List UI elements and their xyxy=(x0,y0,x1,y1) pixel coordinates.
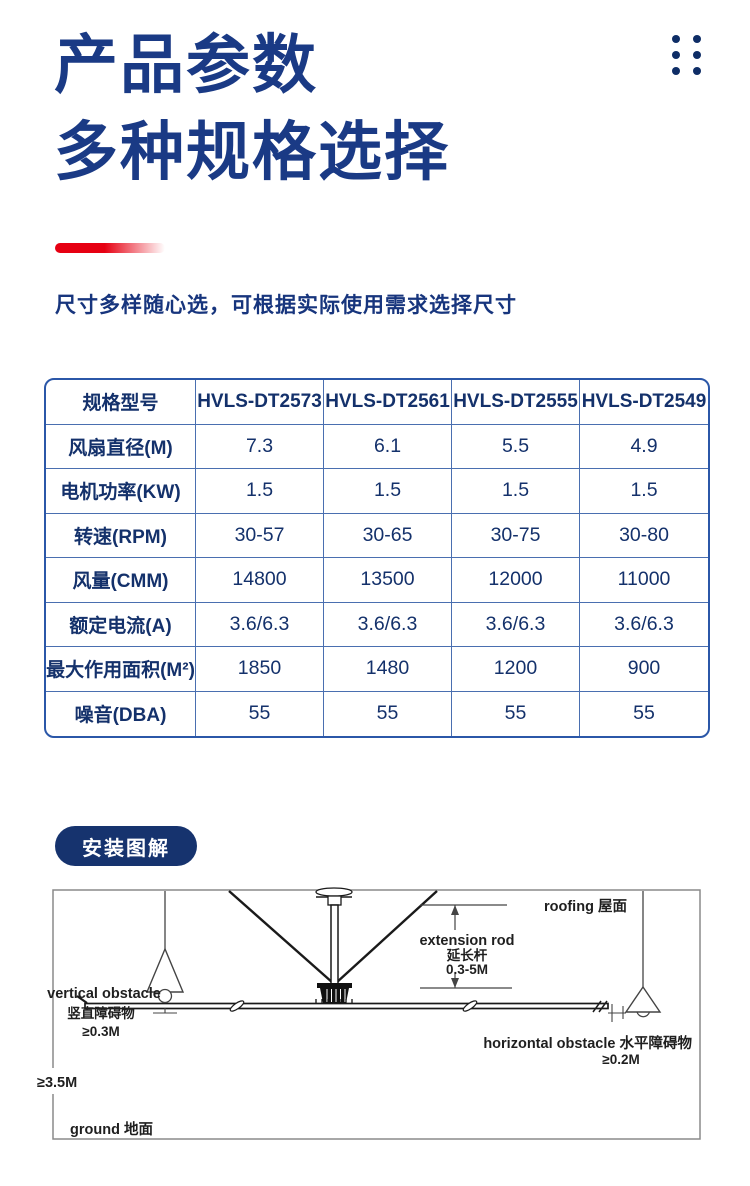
page-title: 产品参数 多种规格选择 xyxy=(54,22,450,196)
spec-table-model-header: HVLS-DT2549 xyxy=(580,380,708,425)
spec-table-value-cell: 1200 xyxy=(452,647,580,692)
spec-table-value-cell: 1.5 xyxy=(324,469,452,514)
spec-table-wrapper: 规格型号 HVLS-DT2573 HVLS-DT2561 HVLS-DT2555 HVL… xyxy=(44,378,710,738)
dot-icon xyxy=(672,51,680,59)
ground-clearance-label: ≥3.5M xyxy=(37,1075,77,1091)
spec-table-model-header: HVLS-DT2555 xyxy=(452,380,580,425)
spec-table-row-label: 风扇直径(M) xyxy=(46,424,196,469)
ground-label: ground 地面 xyxy=(70,1120,153,1138)
roofing-label: roofing 屋面 xyxy=(544,898,627,915)
vertical-obstacle-label-en: vertical obstacle xyxy=(47,986,161,1002)
horizontal-obstacle-label: horizontal obstacle 水平障碍物 xyxy=(483,1034,692,1052)
spec-table-value-cell: 4.9 xyxy=(580,425,708,469)
spec-table-value-cell: 30-65 xyxy=(324,513,452,558)
dot-icon xyxy=(672,67,680,75)
spec-table-value-cell: 30-80 xyxy=(580,514,708,558)
spec-table-value-cell: 1.5 xyxy=(452,469,580,514)
spec-table-value-cell: 1.5 xyxy=(196,469,324,514)
spec-table-value-cell: 6.1 xyxy=(324,424,452,469)
spec-table-value-cell: 30-75 xyxy=(452,513,580,558)
spec-table-row-label: 噪音(DBA) xyxy=(46,691,196,736)
extension-rod-label-en: extension rod xyxy=(419,933,514,949)
blade-left-tip xyxy=(76,995,88,1004)
dot-icon xyxy=(693,67,701,75)
spec-table-value-cell: 30-57 xyxy=(196,513,324,558)
blade-joint xyxy=(462,1000,478,1012)
mount-bracket xyxy=(327,895,342,906)
vertical-obstacle-min-label: ≥0.3M xyxy=(82,1024,119,1039)
installation-diagram: extension rod 延长杆 0.3-5M roofing 屋面 vert… xyxy=(37,887,701,1140)
spec-table-value-cell: 55 xyxy=(324,691,452,736)
spec-table-value-cell: 5.5 xyxy=(452,424,580,469)
ceiling-fan-figure xyxy=(76,887,609,1013)
spec-table-value-cell: 11000 xyxy=(580,558,708,603)
spec-table-value-cell: 3.6/6.3 xyxy=(324,602,452,647)
extension-rod-label-cn: 延长杆 xyxy=(446,947,488,963)
blade-right-tip xyxy=(598,1000,608,1013)
spec-table-value-cell: 3.6/6.3 xyxy=(580,603,708,647)
spec-table-row-label: 风量(CMM) xyxy=(46,558,196,603)
page-title-line1: 产品参数 xyxy=(54,29,318,101)
red-accent-bar xyxy=(55,243,165,253)
spec-table-row-label: 转速(RPM) xyxy=(46,513,196,558)
guy-wire-right xyxy=(335,890,438,984)
spec-table-value-cell: 14800 xyxy=(196,558,324,603)
subtitle: 尺寸多样随心选，可根据实际使用需求选择尺寸 xyxy=(55,294,517,317)
spec-table-value-cell: 55 xyxy=(633,702,655,725)
spec-table-value-cell: 55 xyxy=(452,691,580,736)
installation-diagram-button[interactable]: 安装图解 xyxy=(55,826,197,866)
dot-icon xyxy=(693,51,701,59)
spec-table-value-cell: 900 xyxy=(580,647,708,692)
extension-rod-range-label: 0.3-5M xyxy=(446,962,488,977)
spec-table-value-cell: 1850 xyxy=(196,647,324,692)
horizontal-obstacle-figure xyxy=(608,891,662,1022)
spec-table-value-cell: 7.3 xyxy=(196,424,324,469)
vertical-obstacle-figure xyxy=(145,891,185,1014)
spec-table-model-header: HVLS-DT2561 xyxy=(324,380,452,425)
guy-wire-left xyxy=(228,890,334,984)
page-title-line2: 多种规格选择 xyxy=(54,116,450,188)
spec-table-value-cell: 55 xyxy=(196,691,324,736)
spec-table-value-cell: 13500 xyxy=(324,558,452,603)
spec-table-row-label: 最大作用面积(M²) xyxy=(46,647,196,692)
extension-rod-dimension xyxy=(420,904,512,989)
diagram-border xyxy=(52,889,701,1140)
dot-icon xyxy=(693,35,701,43)
spec-table-value-cell: 12000 xyxy=(452,558,580,603)
vertical-obstacle-label-cn: 竖直障碍物 xyxy=(67,1005,135,1021)
spec-table-corner-header: 规格型号 xyxy=(46,380,196,425)
spec-table-model-header: HVLS-DT2573 xyxy=(196,380,324,425)
horizontal-obstacle-min-label: ≥0.2M xyxy=(602,1052,639,1067)
spec-table-row-label: 额定电流(A) xyxy=(46,602,196,647)
decorative-dots-icon xyxy=(672,35,701,75)
blade-joint xyxy=(229,1000,245,1012)
dot-icon xyxy=(672,35,680,43)
fan-blade xyxy=(84,1002,609,1010)
spec-table-value-cell: 3.6/6.3 xyxy=(452,602,580,647)
spec-table-value-cell: 1480 xyxy=(324,647,452,692)
spec-table: 规格型号 HVLS-DT2573 HVLS-DT2561 HVLS-DT2555 HVL… xyxy=(46,380,708,736)
spec-table-value-cell: 1.5 xyxy=(580,469,708,514)
mount-plate xyxy=(315,887,353,897)
extension-rod-figure xyxy=(330,904,339,986)
spec-table-row-label: 电机功率(KW) xyxy=(46,469,196,514)
spec-table-value-cell: 3.6/6.3 xyxy=(196,602,324,647)
